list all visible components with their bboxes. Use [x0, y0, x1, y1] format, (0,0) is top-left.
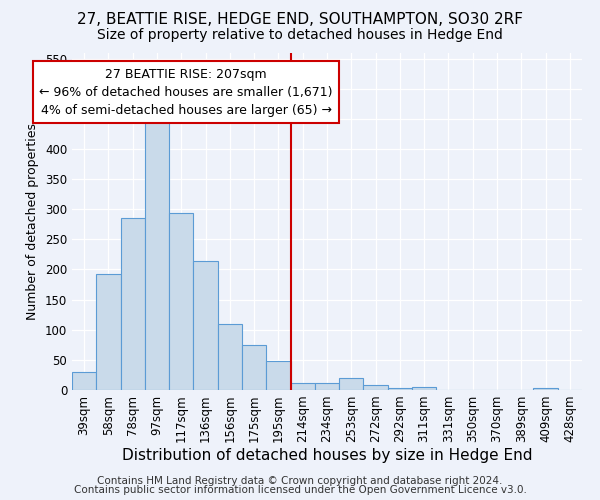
Text: Contains HM Land Registry data © Crown copyright and database right 2024.: Contains HM Land Registry data © Crown c…: [97, 476, 503, 486]
Bar: [218, 324, 242, 390]
Bar: [266, 361, 290, 390]
Y-axis label: Number of detached properties: Number of detached properties: [26, 122, 40, 320]
Bar: [242, 345, 266, 390]
Bar: [412, 387, 436, 390]
Bar: [339, 378, 364, 390]
Bar: [169, 214, 193, 390]
Text: Contains public sector information licensed under the Open Government Licence v3: Contains public sector information licen…: [74, 485, 526, 495]
Text: 27 BEATTIE RISE: 207sqm
← 96% of detached houses are smaller (1,671)
4% of semi-: 27 BEATTIE RISE: 207sqm ← 96% of detache…: [40, 68, 333, 116]
Bar: [193, 261, 218, 390]
Bar: [96, 274, 121, 390]
X-axis label: Distribution of detached houses by size in Hedge End: Distribution of detached houses by size …: [122, 448, 532, 463]
Bar: [364, 384, 388, 390]
Bar: [121, 218, 145, 390]
Bar: [290, 383, 315, 390]
Bar: [315, 384, 339, 390]
Text: 27, BEATTIE RISE, HEDGE END, SOUTHAMPTON, SO30 2RF: 27, BEATTIE RISE, HEDGE END, SOUTHAMPTON…: [77, 12, 523, 28]
Bar: [145, 114, 169, 390]
Bar: [72, 372, 96, 390]
Text: Size of property relative to detached houses in Hedge End: Size of property relative to detached ho…: [97, 28, 503, 42]
Bar: [388, 388, 412, 390]
Bar: [533, 388, 558, 390]
